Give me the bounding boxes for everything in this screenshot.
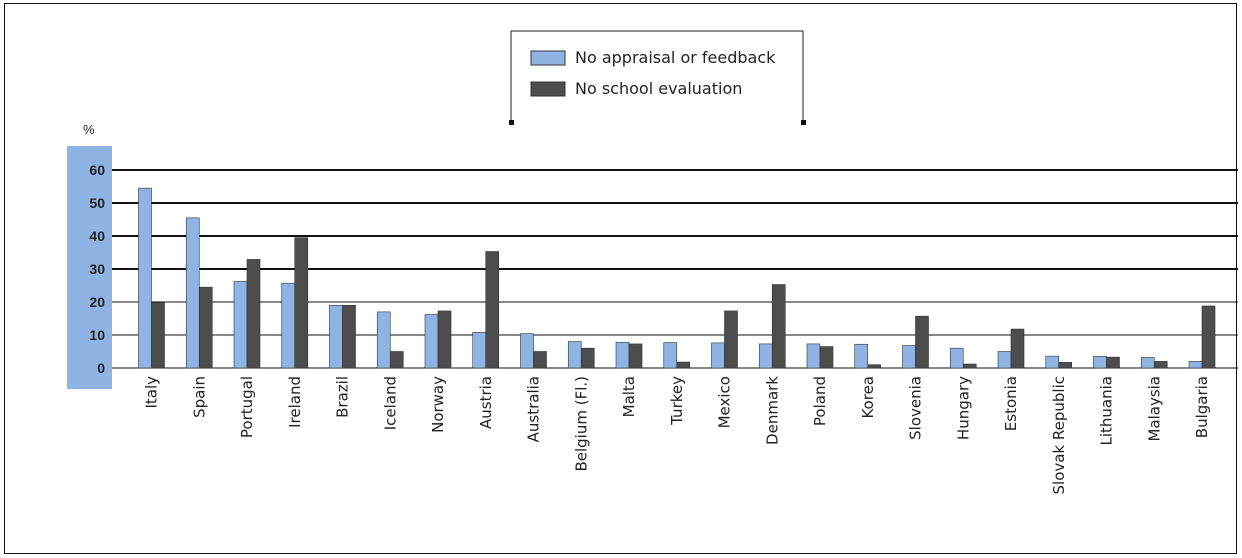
bar-no-appraisal: [711, 342, 725, 369]
bar-no-school-evaluation: [771, 284, 786, 369]
bar-no-appraisal: [615, 341, 630, 369]
x-category-label: Mexico: [716, 376, 734, 428]
x-category-label: Brazil: [334, 376, 352, 418]
bar-no-appraisal: [806, 343, 821, 369]
legend-bracket: [510, 30, 804, 122]
legend-bracket-end-left: [509, 120, 514, 125]
bar-no-appraisal: [138, 187, 152, 369]
x-category-label: Malaysia: [1145, 376, 1163, 442]
bar-no-school-evaluation: [867, 364, 882, 369]
bar-no-appraisal: [663, 342, 678, 369]
bar-no-school-evaluation: [1106, 356, 1120, 369]
legend-swatch-evaluation: [530, 81, 566, 97]
bar-no-school-evaluation: [580, 347, 595, 369]
bar-chart: 0 10 20 30 40 50 60 % Italy Spain Portugal Irelan…: [67, 30, 1238, 495]
bar-no-appraisal: [997, 351, 1012, 369]
x-category-label: Ireland: [286, 376, 304, 428]
legend-bracket-end-right: [801, 120, 806, 125]
bar-no-appraisal: [567, 341, 582, 369]
x-category-label: Denmark: [763, 376, 781, 445]
bar-no-appraisal: [424, 314, 439, 369]
x-category-label: Portugal: [238, 376, 256, 438]
bar-no-appraisal: [1045, 355, 1060, 369]
y-tick-label: 40: [89, 228, 105, 244]
x-category-label: Belgium (Fl.): [572, 376, 590, 472]
bars: [138, 187, 1216, 369]
x-category-label: Malta: [620, 376, 638, 417]
bar-no-school-evaluation: [1058, 362, 1073, 369]
bar-no-school-evaluation: [533, 351, 547, 369]
y-tick-label: 30: [89, 261, 105, 277]
bar-no-school-evaluation: [676, 361, 691, 369]
bar-no-appraisal: [281, 282, 296, 369]
x-category-label: Slovak Republic: [1050, 376, 1068, 495]
bar-no-school-evaluation: [1153, 361, 1168, 369]
y-axis-ticks: 0 10 20 30 40 50 60: [89, 162, 105, 376]
bar-no-school-evaluation: [915, 315, 929, 369]
y-axis-unit: %: [83, 122, 95, 137]
bar-no-school-evaluation: [389, 351, 404, 369]
bar-no-appraisal: [472, 332, 487, 369]
x-category-label: Korea: [859, 376, 877, 419]
bar-no-appraisal: [758, 343, 773, 369]
bar-no-appraisal: [1188, 361, 1203, 369]
legend-label-evaluation: No school evaluation: [575, 79, 742, 98]
bar-no-appraisal: [902, 345, 916, 369]
bar-no-school-evaluation: [819, 346, 834, 369]
bar-no-appraisal: [1093, 356, 1107, 369]
bar-no-appraisal: [520, 333, 534, 369]
bar-no-school-evaluation: [342, 304, 356, 369]
legend-label-appraisal: No appraisal or feedback: [575, 48, 776, 67]
y-tick-label: 0: [97, 360, 105, 376]
bar-no-school-evaluation: [437, 310, 452, 369]
x-category-label: Slovenia: [907, 376, 925, 440]
gridlines: [112, 169, 1238, 369]
bar-no-school-evaluation: [485, 251, 500, 369]
bar-no-school-evaluation: [198, 286, 213, 369]
bar-no-school-evaluation: [724, 310, 738, 369]
bar-no-school-evaluation: [1010, 328, 1025, 369]
x-category-label: Estonia: [1002, 376, 1020, 431]
x-category-label: Turkey: [668, 376, 686, 426]
x-category-label: Italy: [143, 376, 161, 409]
bar-no-school-evaluation: [246, 259, 261, 369]
x-category-label: Hungary: [954, 376, 972, 440]
bar-no-appraisal: [854, 343, 869, 369]
y-tick-label: 50: [89, 195, 105, 211]
bar-no-school-evaluation: [151, 302, 165, 369]
x-category-label: Bulgaria: [1193, 376, 1211, 438]
bar-no-appraisal: [233, 281, 248, 369]
x-category-label: Australia: [525, 376, 543, 442]
bar-no-school-evaluation: [1201, 305, 1216, 369]
bar-no-school-evaluation: [294, 237, 309, 369]
legend-swatch-appraisal: [530, 50, 566, 66]
legend: No appraisal or feedback No school evalu…: [509, 30, 806, 125]
x-axis-labels: Italy Spain Portugal Ireland Brazil Iceland No…: [143, 376, 1212, 495]
x-category-label: Spain: [190, 376, 208, 418]
x-category-label: Poland: [811, 376, 829, 426]
bar-no-appraisal: [949, 347, 964, 369]
y-tick-label: 60: [89, 162, 105, 178]
bar-no-school-evaluation: [962, 363, 977, 369]
x-category-label: Norway: [429, 376, 447, 433]
bar-no-appraisal: [329, 304, 343, 369]
bar-no-appraisal: [376, 311, 391, 369]
chart-frame: 0 10 20 30 40 50 60 % Italy Spain Portugal Irelan…: [4, 3, 1238, 554]
bar-no-appraisal: [185, 217, 200, 369]
y-axis-band: [67, 146, 112, 389]
bar-no-school-evaluation: [628, 343, 643, 369]
x-category-label: Iceland: [381, 376, 399, 430]
y-tick-label: 20: [89, 294, 105, 310]
bar-no-appraisal: [1140, 357, 1155, 369]
x-category-label: Austria: [477, 376, 495, 429]
x-category-label: Lithuania: [1098, 376, 1116, 445]
y-tick-label: 10: [89, 327, 105, 343]
